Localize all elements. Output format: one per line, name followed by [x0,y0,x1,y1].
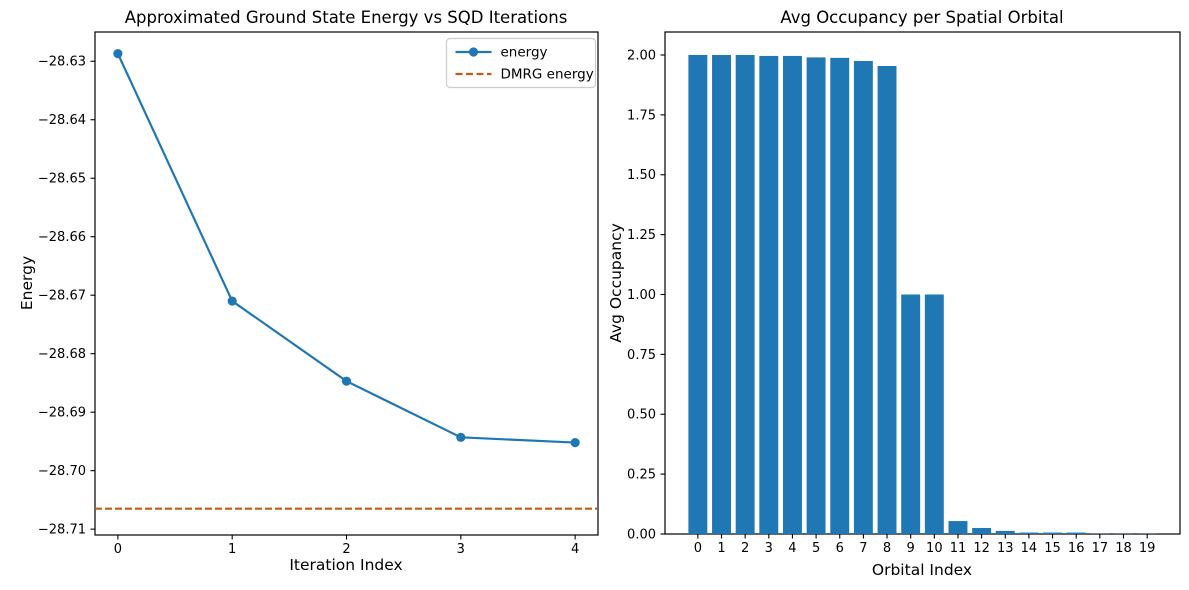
x-tick-label: 10 [926,541,943,556]
occupancy-bar [924,294,944,534]
y-tick-label: 1.25 [627,228,656,243]
occupancy-bar [735,54,755,534]
x-tick-label: 4 [788,541,796,556]
y-tick-label: −28.65 [38,172,86,187]
x-tick-label: 5 [812,541,820,556]
y-tick-label: 0.50 [627,408,656,423]
line-chart-frame [94,31,599,536]
energy-data-point [227,296,237,306]
legend-marker-sample [468,47,479,57]
x-tick-label: 6 [836,541,844,556]
energy-data-point [341,376,352,386]
occupancy-bar [853,60,873,535]
y-tick-label: 1.00 [627,288,656,303]
legend-label-energy: energy [501,45,548,61]
x-tick-label: 4 [571,542,579,557]
y-tick-label: −28.69 [38,406,86,421]
x-tick-label: 19 [1139,541,1156,556]
y-tick-label: −28.68 [38,347,86,362]
y-tick-label: 0.75 [627,348,656,363]
legend-box [445,37,597,89]
x-tick-label: 1 [717,541,725,556]
x-tick-label: 11 [950,541,967,556]
y-tick-label: −28.67 [38,289,86,304]
x-tick-label: 2 [342,542,350,557]
y-tick-label: 1.75 [627,108,656,123]
occupancy-bar [688,54,708,534]
occupancy-bar [759,55,779,535]
y-tick-label: −28.63 [38,55,86,70]
occupancy-bar [1043,532,1063,534]
occupancy-bar [972,528,992,534]
y-tick-label: 2.00 [627,48,656,63]
y-tick-label: 1.50 [627,168,656,183]
x-tick-label: 7 [859,541,867,556]
occupancy-bar [995,530,1015,534]
energy-data-point [113,49,123,59]
occupancy-bar [948,521,968,534]
occupancy-bar [1019,532,1039,534]
energy-data-point [570,437,580,448]
x-tick-label: 2 [741,541,749,556]
y-tick-label: 0.00 [627,528,656,543]
x-tick-label: 17 [1092,541,1109,556]
x-tick-label: 13 [997,541,1014,556]
occupancy-bar [877,66,897,534]
y-tick-label: −28.64 [38,113,86,128]
x-tick-label: 12 [973,541,990,556]
y-tick-label: 0.25 [627,468,656,483]
occupancy-bar [1066,532,1086,534]
x-tick-label: 14 [1021,541,1038,556]
occupancy-bar [806,57,826,535]
x-tick-label: 16 [1068,541,1085,556]
occupancy-bar [782,55,802,535]
x-tick-label: 3 [765,541,773,556]
y-tick-label: −28.71 [38,523,86,538]
occupancy-bar [830,57,850,534]
x-tick-label: 15 [1044,541,1061,556]
x-tick-label: 9 [907,541,915,556]
bar-chart-frame [664,31,1181,535]
x-tick-label: 18 [1115,541,1132,556]
x-tick-label: 8 [883,541,891,556]
x-tick-label: 1 [228,542,236,557]
occupancy-bar [901,294,921,534]
y-tick-label: −28.66 [38,230,86,245]
legend-label-dmrg-energy: DMRG energy [501,67,594,83]
y-tick-label: −28.70 [38,464,86,479]
occupancy-bar [712,54,731,534]
x-tick-label: 0 [694,541,702,556]
x-tick-label: 3 [457,542,465,557]
energy-data-point [456,432,466,442]
x-tick-label: 0 [114,542,122,557]
